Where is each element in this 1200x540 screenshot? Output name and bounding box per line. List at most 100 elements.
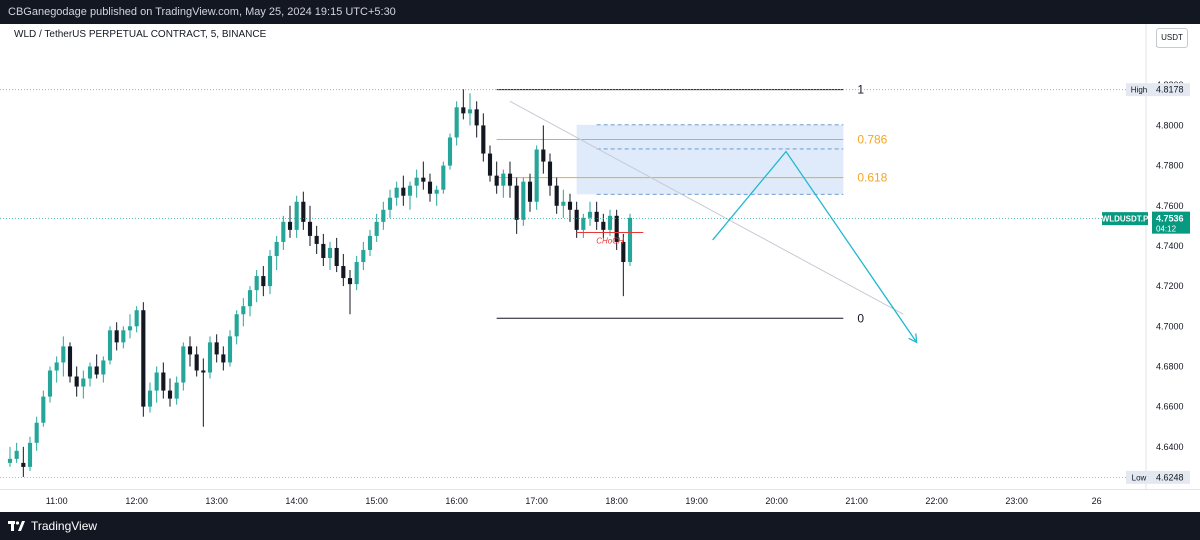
candle-body xyxy=(127,326,133,331)
symbol-title: WLD / TetherUS PERPETUAL CONTRACT, 5, BI… xyxy=(14,29,267,40)
candle-body xyxy=(114,330,119,343)
candle-body xyxy=(7,458,13,463)
currency-button[interactable]: USDT xyxy=(1156,28,1188,48)
y-tick-label: 4.6400 xyxy=(1156,442,1184,452)
candle-body xyxy=(87,366,93,379)
publisher-line: CBGanegodage published on TradingView.co… xyxy=(8,6,396,18)
x-tick-label: 12:00 xyxy=(125,496,148,506)
candle-body xyxy=(221,354,226,363)
tradingview-brand[interactable]: TradingView xyxy=(8,519,97,533)
x-tick-label: 17:00 xyxy=(525,496,548,506)
candle-body xyxy=(461,107,466,114)
supply-zone xyxy=(576,124,844,195)
y-tick-label: 4.6600 xyxy=(1156,402,1184,412)
candle-body xyxy=(154,372,159,391)
high-price-bg xyxy=(1152,83,1190,97)
candle-body xyxy=(54,362,59,371)
low-price-bg xyxy=(1152,470,1190,484)
candle-body xyxy=(574,209,579,230)
candle-body xyxy=(254,276,259,291)
y-tick-label: 4.7600 xyxy=(1156,201,1184,211)
candle-body xyxy=(234,314,239,337)
candle-body xyxy=(621,241,626,263)
y-tick-label: 4.7000 xyxy=(1156,321,1184,331)
candle-body xyxy=(374,221,379,236)
candle-body xyxy=(601,221,606,230)
candle-body xyxy=(381,209,386,222)
y-tick-label: 4.6800 xyxy=(1156,361,1184,371)
x-tick-label: 23:00 xyxy=(1005,496,1028,506)
candle-body xyxy=(521,181,526,220)
candle-body xyxy=(554,185,559,206)
candle-body xyxy=(261,276,266,287)
candle-body xyxy=(514,185,519,220)
candle-body xyxy=(314,235,319,244)
candle-body xyxy=(294,201,299,230)
candle-body xyxy=(487,153,493,176)
price-chart[interactable]: 4.84004.82004.80004.78004.76004.74004.72… xyxy=(0,24,1200,512)
candle-body xyxy=(361,249,366,263)
candle-body xyxy=(627,217,633,263)
candle-body xyxy=(434,189,439,194)
candle-body xyxy=(81,378,86,387)
candle-body xyxy=(207,342,213,373)
candle-body xyxy=(121,330,126,343)
trendline xyxy=(509,100,904,315)
y-tick-label: 4.7200 xyxy=(1156,281,1184,291)
x-tick-label: 19:00 xyxy=(685,496,708,506)
candle-body xyxy=(161,372,166,391)
candle-body xyxy=(501,173,506,186)
candle-body xyxy=(507,173,513,186)
candle-body xyxy=(34,422,39,443)
candle-body xyxy=(474,109,479,126)
x-tick-label: 11:00 xyxy=(46,496,68,506)
candle-body xyxy=(21,462,26,467)
candle-body xyxy=(214,342,219,355)
candle-body xyxy=(421,177,426,182)
candle-body xyxy=(567,201,573,210)
high-tag-text: High xyxy=(1131,86,1147,95)
low-price-text: 4.6248 xyxy=(1156,472,1184,482)
fib-level-label: 1 xyxy=(857,83,864,97)
x-tick-label: 21:00 xyxy=(845,496,868,506)
candle-body xyxy=(47,370,53,397)
choch-label: CHoCH xyxy=(596,236,624,245)
x-tick-label: 20:00 xyxy=(765,496,788,506)
candle-body xyxy=(141,310,146,407)
footer-bar: TradingView xyxy=(0,512,1200,540)
x-tick-label: 15:00 xyxy=(365,496,388,506)
tradingview-logo-icon xyxy=(8,521,25,531)
candle-body xyxy=(67,346,73,377)
candle-body xyxy=(467,109,473,114)
candle-body xyxy=(241,306,246,315)
price-axis-bg xyxy=(1146,24,1200,512)
candle-body xyxy=(167,390,173,399)
high-tag-bg xyxy=(1126,83,1152,97)
x-tick-label: 16:00 xyxy=(445,496,468,506)
y-tick-label: 4.7400 xyxy=(1156,241,1184,251)
candle-body xyxy=(201,370,206,373)
brand-label: TradingView xyxy=(31,519,98,533)
candle-body xyxy=(367,235,373,250)
fib-level-label: 0 xyxy=(857,311,864,325)
symbol-tag-text: WLDUSDT.P xyxy=(1102,215,1149,224)
candle-body xyxy=(94,366,99,375)
candle-body xyxy=(174,382,179,399)
x-tick-label: 22:00 xyxy=(925,496,948,506)
candle-body xyxy=(401,187,406,196)
fib-level-label: 0.618 xyxy=(857,171,887,185)
last-price-text: 4.7536 xyxy=(1156,214,1184,224)
candle-body xyxy=(561,201,566,206)
x-tick-label: 18:00 xyxy=(605,496,628,506)
candle-body xyxy=(334,247,339,267)
candle-body xyxy=(61,346,66,363)
candle-body xyxy=(101,360,106,375)
candle-body xyxy=(347,278,353,285)
high-price-text: 4.8178 xyxy=(1156,85,1184,95)
candle-body xyxy=(594,211,599,222)
candle-body xyxy=(454,107,459,138)
candle-body xyxy=(341,266,346,279)
publisher-bar: CBGanegodage published on TradingView.co… xyxy=(0,0,1200,24)
candle-body xyxy=(481,125,486,154)
candle-body xyxy=(447,137,453,166)
